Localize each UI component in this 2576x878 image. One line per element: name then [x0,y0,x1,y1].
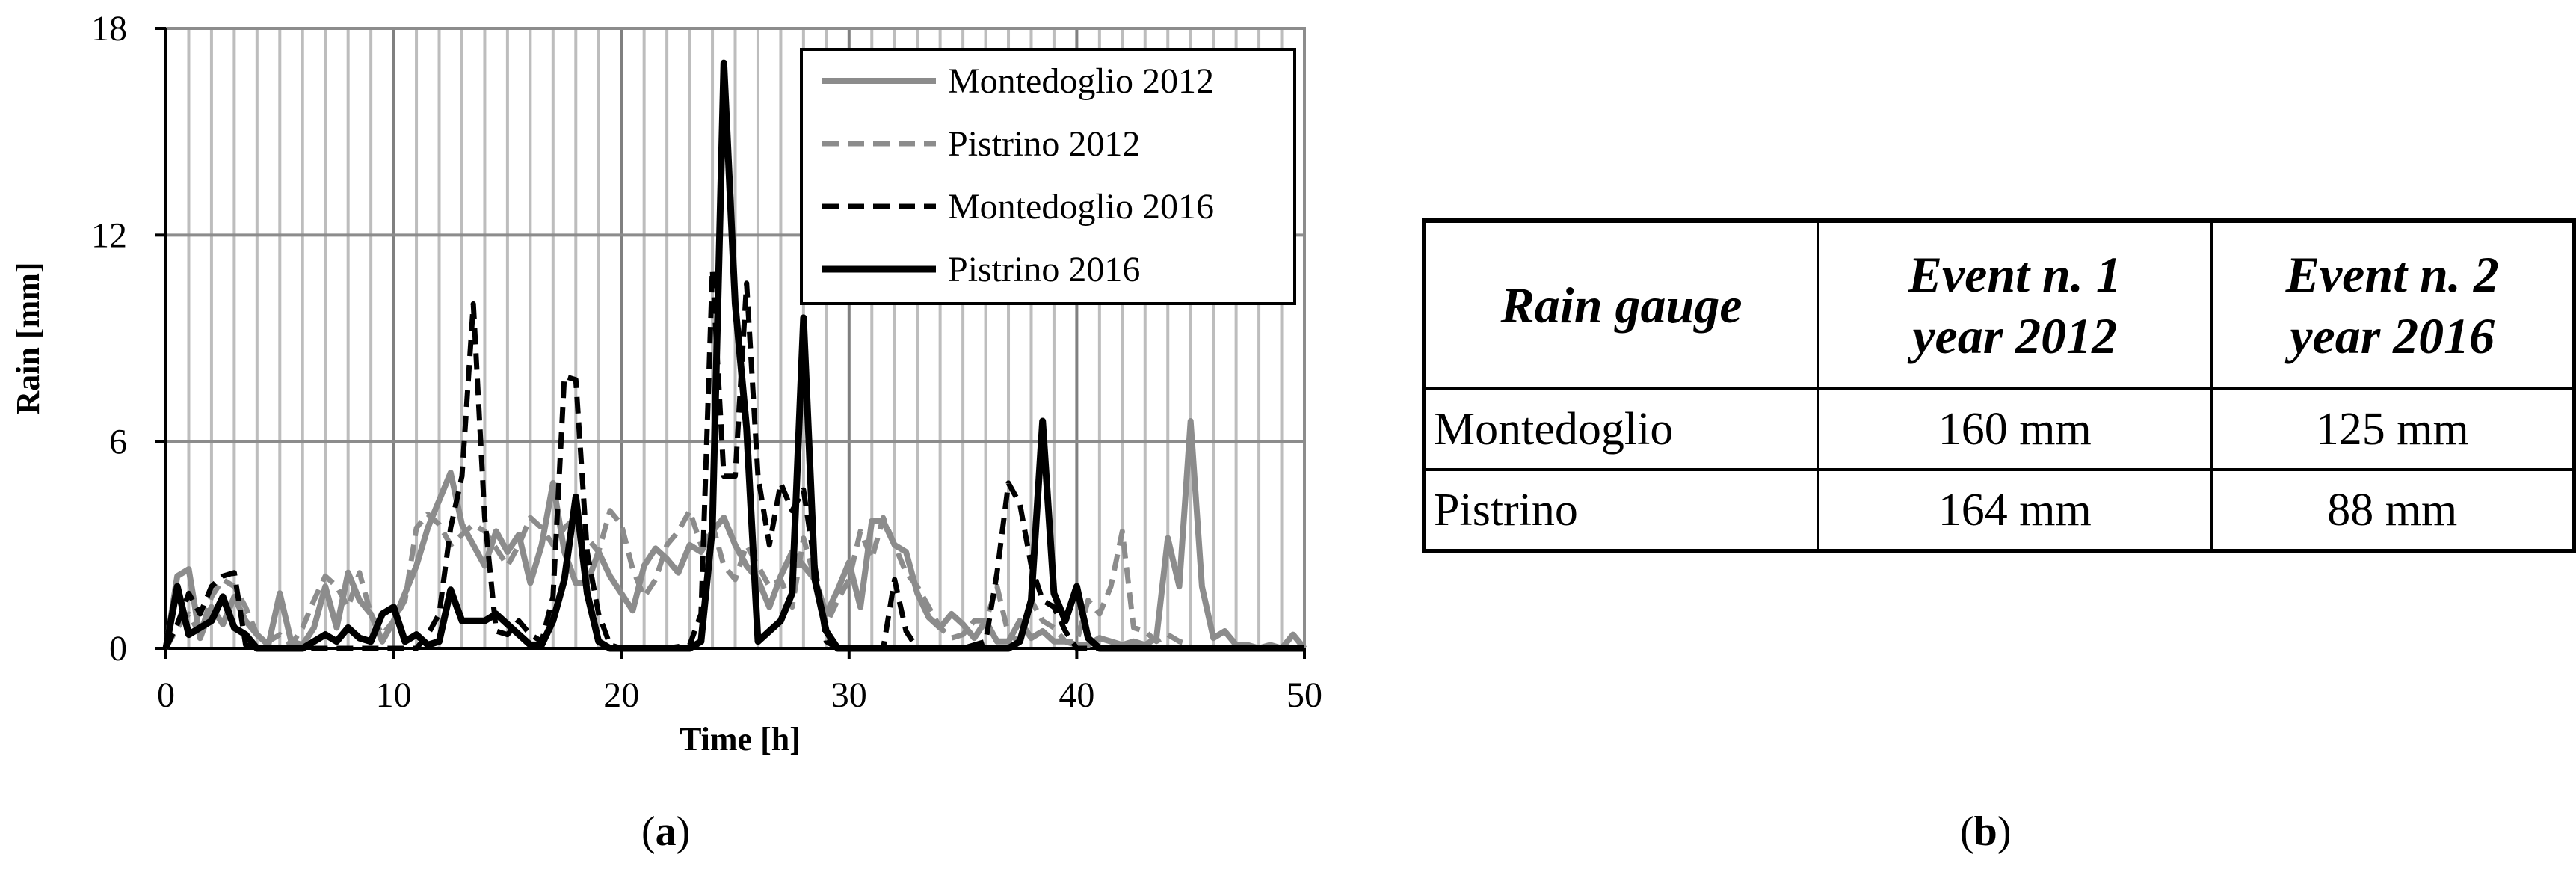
x-axis-title: Time [h] [680,721,801,758]
legend-label: Montedoglio 2016 [948,187,1214,227]
rain-chart-svg: 0 10 20 30 40 50 0 6 12 18 Time [h] Rain [mm] Monted… [10,9,1322,758]
x-tick-label: 50 [1287,675,1322,715]
header-event-1-line2: year 2012 [1912,307,2118,364]
panel-label-a: (a) [641,808,691,855]
y-axis-title: Rain [mm] [10,262,46,414]
rain-table-wrap: Rain gauge Event n. 1 year 2012 Event n.… [1422,218,2576,553]
rain-table: Rain gauge Event n. 1 year 2012 Event n.… [1422,218,2576,553]
row-gauge-name: Pistrino [1423,468,1819,553]
table-row: Pistrino 164 mm 88 mm [1423,468,2576,553]
header-event-2-line2: year 2016 [2290,307,2495,364]
header-event-1: Event n. 1 year 2012 [1817,219,2213,390]
panel-label-b: (b) [1960,808,2012,855]
header-event-2-line1: Event n. 2 [2285,246,2499,303]
row-event-2-value: 125 mm [2210,387,2576,471]
x-tick-label: 10 [376,675,412,715]
series-line-pistrino-2016 [162,59,1304,652]
x-tick-label: 0 [157,675,175,715]
x-tick-label: 40 [1059,675,1094,715]
y-tick-label: 6 [109,423,127,462]
x-tick-label: 30 [831,675,867,715]
row-event-1-value: 164 mm [1817,468,2213,553]
y-tick-label: 0 [109,629,127,669]
header-rain-gauge: Rain gauge [1423,219,1819,390]
y-tick-label: 18 [91,9,127,49]
legend-label: Montedoglio 2012 [948,61,1214,101]
legend-box [800,48,1296,305]
row-gauge-name: Montedoglio [1423,387,1819,471]
header-event-1-line1: Event n. 1 [1908,246,2121,303]
legend-label: Pistrino 2016 [948,250,1140,289]
row-event-2-value: 88 mm [2210,468,2576,553]
legend-label: Pistrino 2012 [948,124,1140,164]
rain-chart: 0 10 20 30 40 50 0 6 12 18 Time [h] Rain [mm] Monted… [10,9,1322,758]
x-tick-label: 20 [603,675,639,715]
table-header-row: Rain gauge Event n. 1 year 2012 Event n.… [1423,219,2576,390]
header-event-2: Event n. 2 year 2016 [2210,219,2576,390]
row-event-1-value: 160 mm [1817,387,2213,471]
y-tick-label: 12 [91,215,127,255]
table-row: Montedoglio 160 mm 125 mm [1423,387,2576,471]
